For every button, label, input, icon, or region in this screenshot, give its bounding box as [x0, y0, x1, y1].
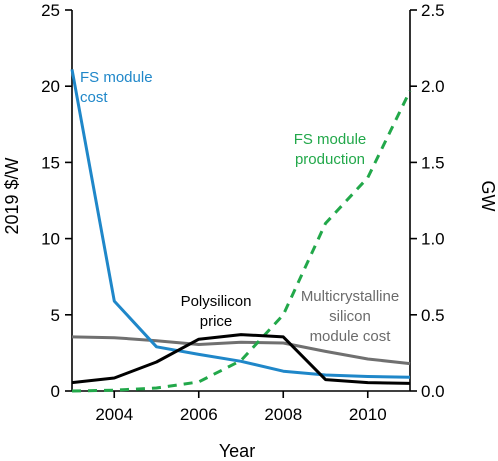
x-tick-label: 2010 — [349, 405, 387, 424]
series-annotations: FS module cost Polysilicon price Multicrysta… — [80, 69, 399, 345]
series-label-fs-module-production: production — [295, 151, 365, 168]
left-y-tick-label: 5 — [51, 306, 60, 325]
right-y-tick-label: 0.5 — [421, 306, 445, 325]
series-label-polysilicon-price: Polysilicon — [181, 293, 252, 310]
x-axis-title: Year — [219, 441, 255, 461]
series-line-fs-module-cost — [70, 69, 411, 379]
left-y-tick-label: 25 — [41, 1, 60, 20]
right-axis-title: GW — [478, 181, 498, 212]
series-line-fs-module-production — [71, 90, 412, 393]
series-line-polysilicon-price — [71, 333, 411, 385]
left-y-tick-label: 15 — [41, 153, 60, 172]
series-label-fs-module-production: FS module — [294, 131, 367, 148]
axes: 0 5 10 15 20 25 0.0 0.5 1.0 1.5 2.0 2.5 2004 2006 2008… — [41, 1, 445, 424]
right-y-tick-label: 1.0 — [421, 230, 445, 249]
left-y-tick-label: 20 — [41, 77, 60, 96]
series-label-fs-module-cost: FS module — [80, 69, 153, 86]
series-label-fs-module-cost: cost — [80, 89, 108, 106]
left-y-tick-label: 10 — [41, 230, 60, 249]
series-lines — [70, 69, 412, 393]
right-y-tick-label: 1.5 — [421, 153, 445, 172]
series-line-multicrystalline-silicon-module-cost — [71, 335, 411, 366]
x-tick-label: 2006 — [180, 405, 218, 424]
series-label-multicrystalline-silicon-module-cost: module cost — [310, 328, 392, 345]
series-label-multicrystalline-silicon-module-cost: Multicrystalline — [301, 288, 399, 305]
left-axis-title: 2019 $/W — [2, 157, 22, 234]
left-y-tick-label: 0 — [51, 382, 60, 401]
x-tick-label: 2004 — [95, 405, 133, 424]
series-label-polysilicon-price: price — [200, 313, 233, 330]
series-label-multicrystalline-silicon-module-cost: silicon — [329, 308, 371, 325]
right-y-tick-label: 2.0 — [421, 77, 445, 96]
x-tick-label: 2008 — [264, 405, 302, 424]
right-y-tick-label: 2.5 — [421, 1, 445, 20]
right-y-tick-label: 0.0 — [421, 382, 445, 401]
